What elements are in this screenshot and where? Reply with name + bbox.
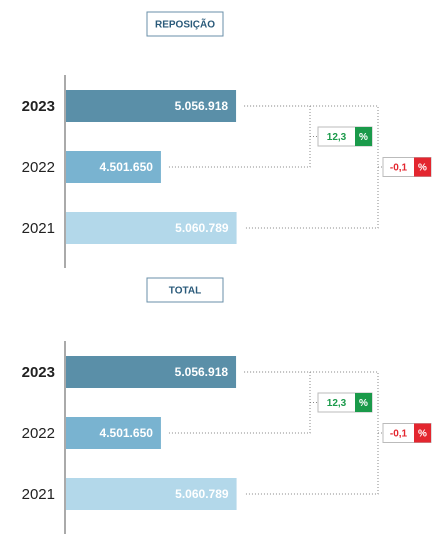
title-box: [146, 277, 224, 303]
badge-unit-box: [414, 157, 431, 177]
badge-value: 12,3: [327, 398, 347, 409]
value-label: 5.056.918: [175, 99, 229, 113]
badge-unit: %: [359, 132, 368, 143]
value-label: 4.501.650: [100, 426, 154, 440]
connector: [244, 105, 379, 229]
badge-unit-box: [355, 393, 372, 412]
badge-unit-box: [355, 127, 372, 146]
badge-unit: %: [359, 398, 368, 409]
bar: [66, 212, 237, 244]
badge-value: 12,3: [327, 132, 347, 143]
category-label: 2023: [22, 98, 55, 115]
category-label: 2021: [22, 220, 55, 237]
category-label: 2022: [22, 425, 55, 442]
category-label: 2022: [22, 159, 55, 176]
badge-unit: %: [418, 163, 427, 174]
bar: [66, 417, 161, 449]
chart-title: TOTAL: [169, 286, 201, 297]
bar: [66, 478, 237, 510]
value-label: 4.501.650: [100, 160, 154, 174]
bar: [66, 151, 161, 183]
badge-value: -0,1: [390, 163, 408, 174]
value-label: 5.056.918: [175, 365, 229, 379]
bar: [66, 90, 237, 122]
category-label: 2023: [22, 364, 55, 381]
badge-unit-box: [414, 423, 431, 443]
badge-unit: %: [418, 429, 427, 440]
value-label: 5.060.789: [175, 487, 229, 501]
badge-value: -0,1: [390, 429, 408, 440]
connector: [244, 371, 379, 495]
category-label: 2021: [22, 486, 55, 503]
title-box: [146, 11, 224, 37]
chart-title: REPOSIÇÃO: [155, 18, 215, 31]
value-label: 5.060.789: [175, 221, 229, 235]
bar: [66, 356, 237, 388]
